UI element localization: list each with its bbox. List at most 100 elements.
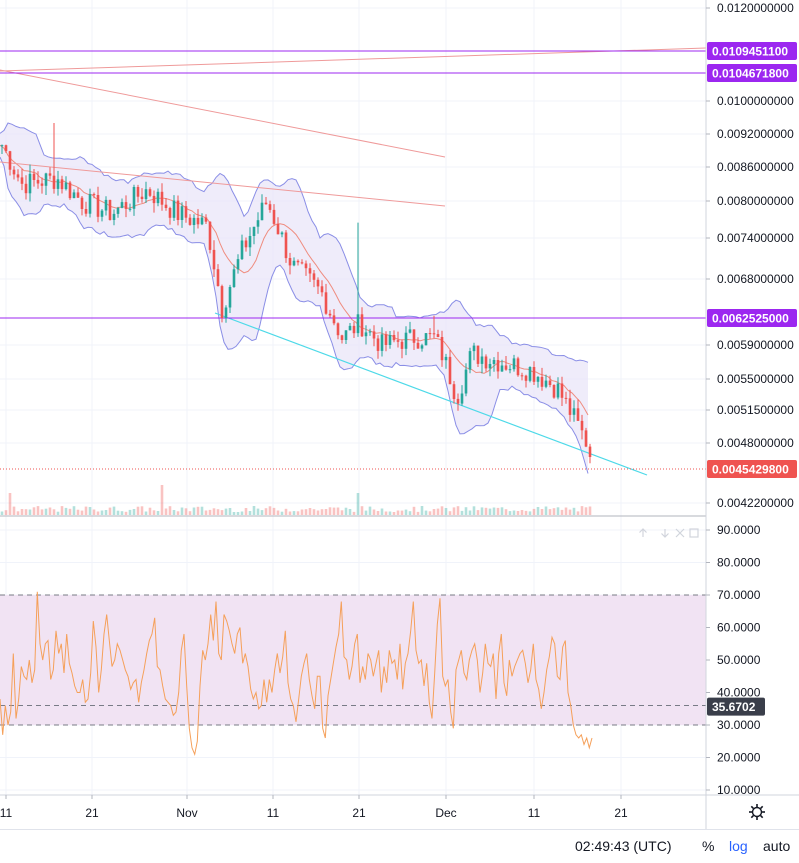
- candle: [176, 200, 180, 220]
- hline-price-label-bg: [707, 309, 797, 327]
- volume-bar: [416, 511, 420, 515]
- candle: [556, 383, 560, 398]
- candle: [52, 175, 56, 189]
- volume-bar: [584, 507, 588, 515]
- candle: [564, 397, 568, 399]
- candle: [560, 383, 564, 398]
- candle: [252, 226, 256, 236]
- volume-bar: [128, 509, 132, 515]
- time-axis[interactable]: 11 21 Nov 11 21 Dec 11 21: [0, 795, 628, 820]
- price-tick-label: 0.0042200000: [717, 496, 794, 510]
- candle: [420, 345, 424, 349]
- candle: [456, 398, 460, 404]
- candle: [336, 323, 340, 336]
- volume-bar: [400, 510, 404, 515]
- volume-bar: [176, 511, 180, 515]
- candle: [540, 376, 544, 387]
- maximize-icon: [689, 528, 699, 538]
- price-axis[interactable]: 0.0120000000 0.0100000000 0.0092000000 0.00…: [706, 1, 794, 510]
- volume-bar: [552, 508, 556, 515]
- candle: [260, 202, 264, 221]
- candle: [300, 262, 304, 264]
- volume-bar: [152, 510, 156, 515]
- candle: [324, 292, 328, 314]
- volume-bar: [560, 509, 564, 515]
- volume-bar: [60, 506, 64, 515]
- volume-bar: [4, 510, 8, 515]
- candle: [348, 325, 352, 331]
- price-tick-label: 0.0068000000: [717, 272, 794, 286]
- volume-bar: [396, 510, 400, 515]
- volume-bar: [172, 510, 176, 515]
- price-tick-label: 0.0120000000: [717, 1, 794, 15]
- gear-icon[interactable]: [748, 803, 766, 821]
- rsi-tick-label: 10.0000: [717, 783, 761, 797]
- volume-bar: [164, 508, 168, 515]
- volume-bar: [344, 507, 348, 515]
- candle: [448, 356, 452, 385]
- time-tick-label: 21: [614, 806, 628, 820]
- hline-price-label-bg: [707, 64, 797, 82]
- volume-bar: [340, 510, 344, 515]
- candle: [572, 408, 576, 415]
- volume-bar: [516, 511, 520, 515]
- volume-bar: [504, 509, 508, 515]
- candle: [84, 209, 88, 214]
- log-toggle[interactable]: log: [729, 838, 748, 854]
- auto-toggle[interactable]: auto: [763, 838, 791, 854]
- volume-bar: [208, 509, 212, 515]
- candle: [296, 260, 300, 263]
- volume-bar: [420, 506, 424, 515]
- volume-bar: [228, 508, 232, 515]
- volume-bar: [292, 511, 296, 515]
- time-tick-label: Nov: [176, 806, 197, 820]
- candle: [76, 192, 80, 198]
- price-chart[interactable]: 0.0120000000 0.0100000000 0.0092000000 0.00…: [0, 0, 799, 829]
- volume-bar: [48, 507, 52, 515]
- volume-bar: [80, 510, 84, 515]
- volume-bar: [268, 506, 272, 515]
- candle: [228, 287, 232, 308]
- volume-bar: [156, 511, 160, 515]
- volume-bar: [448, 511, 452, 515]
- candle: [280, 232, 284, 235]
- candle: [312, 273, 316, 280]
- candle: [436, 334, 440, 337]
- candle: [444, 356, 448, 361]
- hline-price-label: 0.0109451100: [712, 45, 788, 59]
- candle: [432, 333, 436, 335]
- bb-fill: [0, 123, 588, 474]
- resistance-trendline: [0, 69, 446, 158]
- volume-bar: [212, 508, 216, 515]
- volume-bar: [64, 507, 68, 515]
- candle: [60, 179, 64, 190]
- pane-toolbar[interactable]: [639, 528, 699, 538]
- candle: [232, 269, 236, 287]
- candle: [344, 330, 348, 340]
- candle: [68, 182, 72, 199]
- candle: [500, 365, 504, 372]
- percent-toggle[interactable]: %: [702, 838, 715, 854]
- candle: [360, 314, 364, 337]
- candle: [128, 208, 132, 210]
- volume-bar: [456, 506, 460, 515]
- arrow-up-icon: [639, 528, 647, 537]
- volume-bar: [24, 509, 28, 515]
- price-tick-label: 0.0048000000: [717, 436, 794, 450]
- volume-bar: [388, 511, 392, 515]
- volume-bar: [68, 508, 72, 515]
- candle: [160, 191, 164, 205]
- volume-bar: [440, 506, 444, 515]
- candle: [172, 200, 176, 218]
- volume-bar: [364, 510, 368, 515]
- volume-bar: [556, 507, 560, 515]
- candle: [244, 240, 248, 248]
- candle: [404, 332, 408, 349]
- volume-bar: [452, 507, 456, 515]
- volume-bar: [336, 507, 340, 515]
- rsi-axis[interactable]: 90.0000 80.0000 70.0000 60.0000 50.0000 40.00…: [706, 523, 761, 797]
- volume-bar: [428, 511, 432, 515]
- volume-bar: [20, 509, 24, 515]
- candle: [104, 199, 108, 211]
